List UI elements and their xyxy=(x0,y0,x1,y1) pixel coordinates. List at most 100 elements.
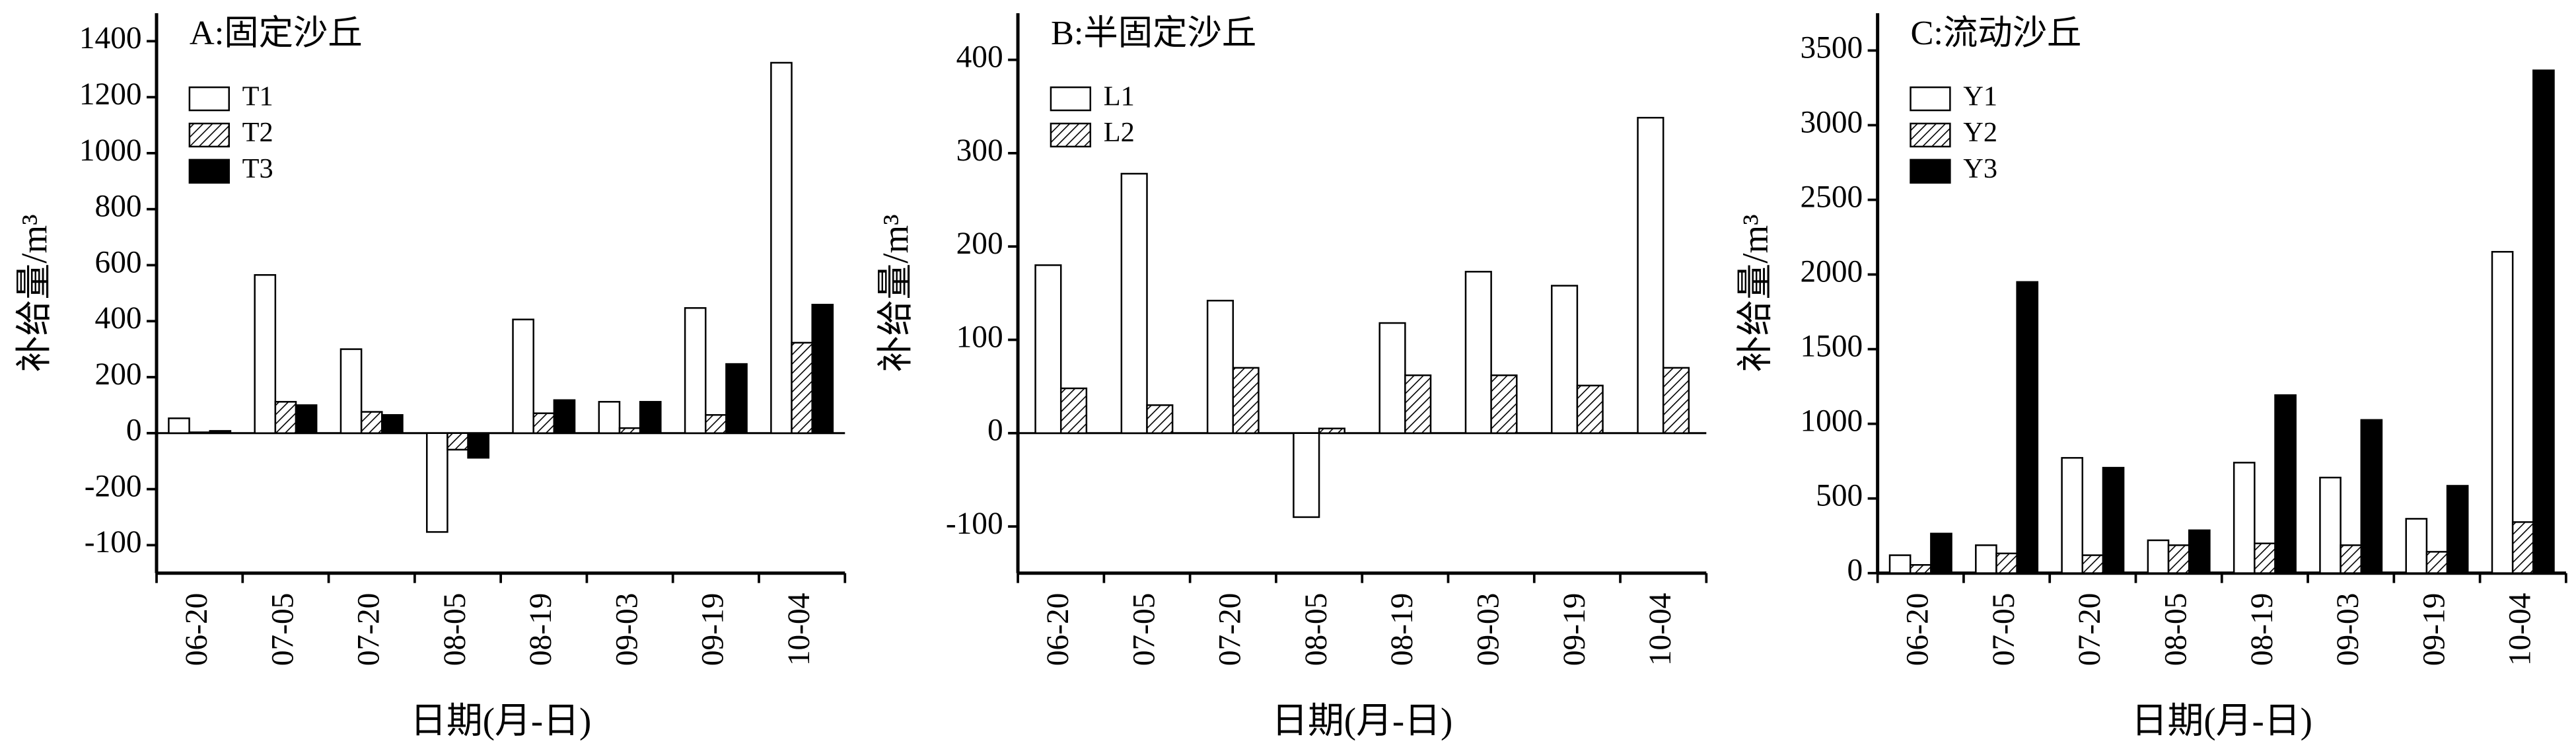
bar xyxy=(2491,250,2514,574)
y-tick-label: 600 xyxy=(95,245,142,279)
bar xyxy=(447,432,469,451)
bar xyxy=(553,399,576,435)
x-tick-label: 10-04 xyxy=(782,593,816,666)
bar xyxy=(2102,466,2125,574)
bar xyxy=(1318,427,1345,435)
y-tick-label: 2000 xyxy=(1800,254,1863,289)
x-tick-label: 07-20 xyxy=(352,593,386,666)
bar xyxy=(598,401,621,435)
bar xyxy=(2446,485,2469,574)
y-tick-label: -100 xyxy=(85,525,142,559)
x-tick-label: 06-20 xyxy=(1901,593,1935,666)
bar xyxy=(2254,542,2276,574)
legend-label: L1 xyxy=(1104,81,1135,112)
y-tick-label: 0 xyxy=(1847,554,1863,588)
bar xyxy=(512,318,534,435)
bar xyxy=(532,412,555,435)
x-tick-label: 07-05 xyxy=(1987,593,2021,666)
legend-label: T2 xyxy=(242,117,273,148)
bar xyxy=(2016,281,2039,574)
bar xyxy=(1551,285,1579,435)
bar xyxy=(1146,404,1174,435)
bar xyxy=(2425,551,2449,574)
x-tick-label: 09-03 xyxy=(610,593,644,666)
y-axis-label: 补给量/m³ xyxy=(1735,214,1775,372)
y-tick-label: 3500 xyxy=(1800,30,1863,65)
legend-swatch xyxy=(1050,122,1092,148)
y-tick-label: 0 xyxy=(987,413,1003,448)
bar xyxy=(2511,521,2534,574)
bar xyxy=(209,430,232,435)
y-tick-label: -200 xyxy=(85,469,142,503)
y-tick-label: 200 xyxy=(95,357,142,392)
bar xyxy=(1206,299,1234,435)
bar xyxy=(1059,387,1088,435)
bar xyxy=(274,401,297,435)
bar xyxy=(2147,539,2170,574)
panel-title: C:流动沙丘 xyxy=(1911,14,2082,52)
y-tick-label: 3000 xyxy=(1800,105,1863,139)
legend-swatch xyxy=(1050,86,1092,112)
x-tick-label: 10-04 xyxy=(1643,593,1678,666)
legend-label: Y3 xyxy=(1963,153,1997,184)
bar xyxy=(1662,367,1690,435)
bar xyxy=(2405,518,2428,574)
x-tick-label: 09-19 xyxy=(1557,593,1592,666)
x-axis-label: 日期(月-日) xyxy=(2131,701,2312,741)
legend-swatch xyxy=(1910,86,1951,112)
y-tick-label: 1400 xyxy=(79,21,142,55)
y-tick-label: 0 xyxy=(126,413,142,448)
bar xyxy=(467,432,490,459)
bar xyxy=(811,303,834,435)
bar xyxy=(2360,419,2383,574)
y-tick-label: 500 xyxy=(1816,479,1863,513)
x-tick-label: 06-20 xyxy=(1041,593,1075,666)
bar xyxy=(684,307,707,435)
bar xyxy=(2340,544,2363,574)
bar xyxy=(340,348,363,435)
bar xyxy=(725,363,748,435)
x-tick-label: 09-03 xyxy=(2331,593,2365,666)
bar xyxy=(2319,476,2342,574)
x-tick-label: 09-19 xyxy=(696,593,731,666)
bar xyxy=(1378,322,1406,435)
bar xyxy=(618,427,641,435)
bar xyxy=(1909,564,1932,574)
bar xyxy=(1232,367,1260,435)
panel-title: B:半固定沙丘 xyxy=(1051,14,1256,52)
x-tick-label: 07-20 xyxy=(2073,593,2107,666)
y-tick-label: 1500 xyxy=(1800,329,1863,363)
bar xyxy=(188,431,211,435)
x-tick-label: 09-19 xyxy=(2417,593,2451,666)
y-axis-label: 补给量/m³ xyxy=(14,214,54,372)
bar xyxy=(1637,116,1664,435)
bar xyxy=(2188,529,2211,574)
x-tick-label: 06-20 xyxy=(180,593,214,666)
x-axis-label: 日期(月-日) xyxy=(410,701,591,741)
legend-label: T3 xyxy=(242,153,273,184)
panel-title: A:固定沙丘 xyxy=(190,14,363,52)
y-tick-label: 400 xyxy=(956,40,1003,74)
bar xyxy=(1293,432,1320,519)
y-tick-label: 1200 xyxy=(79,77,142,112)
legend-swatch xyxy=(1910,159,1951,184)
bar xyxy=(1404,374,1432,435)
bar xyxy=(168,417,190,435)
bar xyxy=(705,413,727,435)
y-tick-label: 800 xyxy=(95,190,142,224)
x-tick-label: 08-05 xyxy=(438,593,472,666)
bar xyxy=(1490,374,1518,435)
bar xyxy=(426,432,448,533)
x-tick-label: 08-05 xyxy=(2159,593,2194,666)
x-tick-label: 09-03 xyxy=(1472,593,1506,666)
bar xyxy=(2274,394,2297,574)
x-tick-label: 08-19 xyxy=(1385,593,1419,666)
y-tick-label: 1000 xyxy=(1800,404,1863,439)
y-tick-label: 100 xyxy=(956,320,1003,354)
x-tick-label: 08-19 xyxy=(524,593,558,666)
bar xyxy=(770,61,793,435)
bar xyxy=(1034,264,1062,435)
bar xyxy=(1120,172,1148,435)
x-tick-label: 07-05 xyxy=(1127,593,1161,666)
